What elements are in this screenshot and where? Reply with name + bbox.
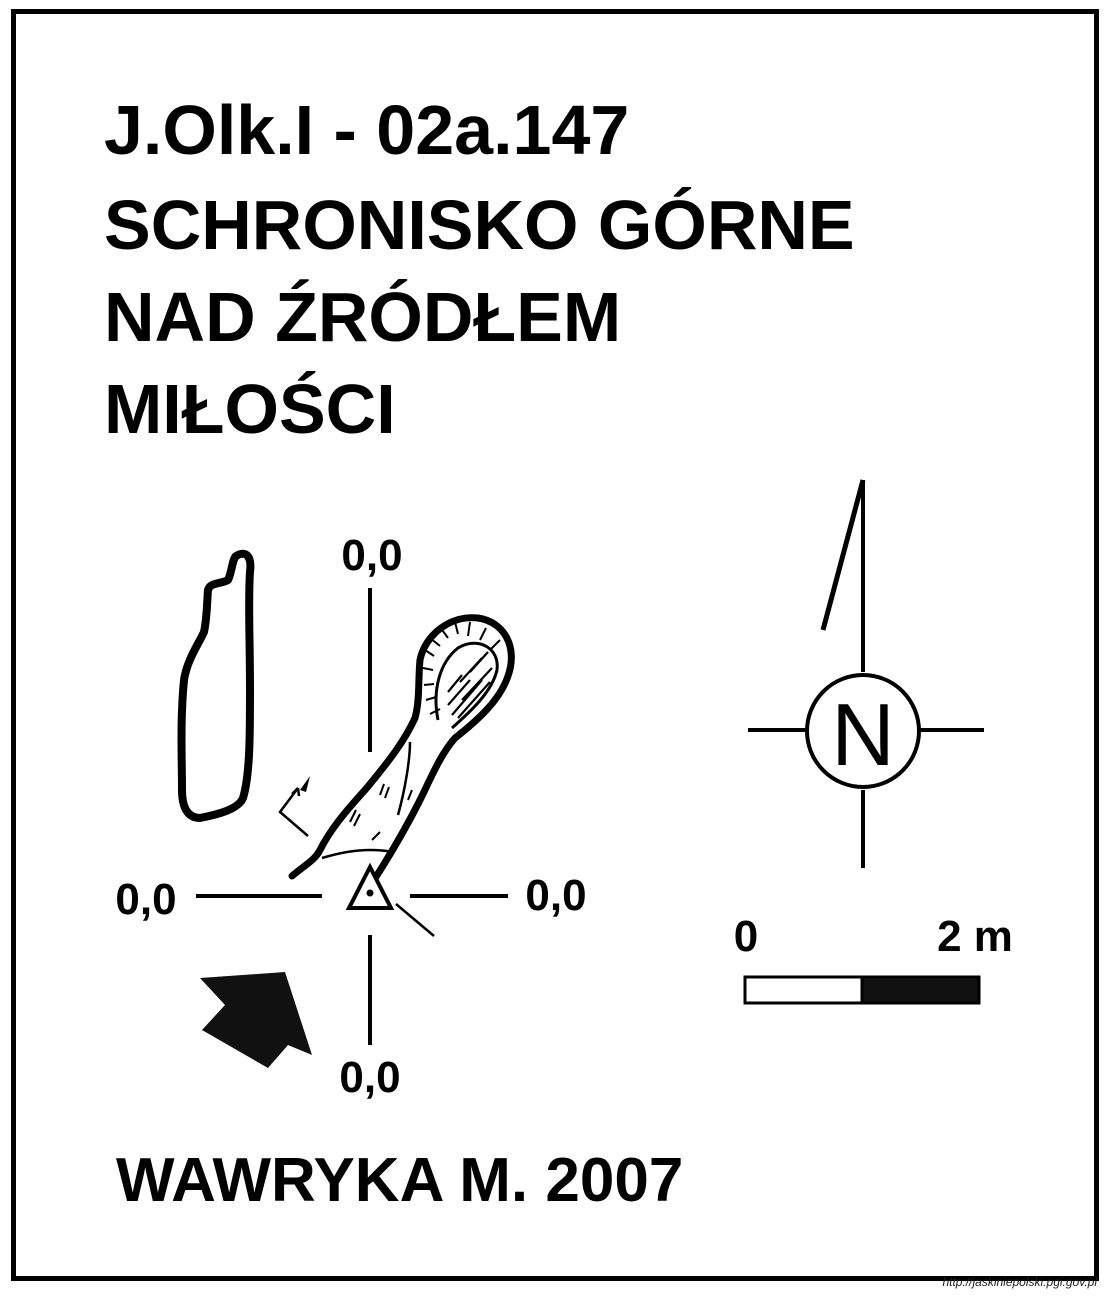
- cave-name-line-1: SCHRONISKO GÓRNE: [104, 186, 855, 264]
- cave-code: J.Olk.I - 02a.147: [104, 91, 630, 169]
- level-label-right: 0,0: [525, 871, 586, 920]
- level-label-bottom: 0,0: [339, 1053, 400, 1102]
- cave-name-line-3: MIŁOŚCI: [104, 370, 396, 448]
- datum-triangle-icon: [345, 862, 395, 910]
- map-frame: [11, 9, 1099, 1281]
- entrance-arrow-icon: [200, 972, 312, 1068]
- level-label-top: 0,0: [341, 531, 402, 580]
- north-label: N: [831, 685, 895, 784]
- section-marker: [278, 787, 309, 837]
- scale-bar: [743, 975, 981, 1005]
- section-arrowhead-tip: [300, 776, 310, 792]
- section-marker-arrowhead: [291, 787, 301, 797]
- level-label-left: 0,0: [115, 875, 176, 924]
- source-url[interactable]: http://jaskiniepolski.pgi.gov.pl: [942, 1275, 1097, 1289]
- north-arrow-icon: [748, 479, 984, 868]
- passage-marks: [349, 783, 413, 841]
- rock-outline: [177, 549, 255, 822]
- level-diagonal: [395, 903, 435, 937]
- datum-point: [366, 889, 374, 897]
- cave-outline: [288, 614, 515, 884]
- scale-label-start: 0: [734, 912, 758, 961]
- author-credit: WAWRYKA M. 2007: [116, 1146, 684, 1215]
- chamber-hatching: [447, 651, 493, 719]
- passage-floor-line: [321, 741, 412, 860]
- wall-ticks: [422, 621, 501, 715]
- cave-name-line-2: NAD ŹRÓDŁEM: [104, 278, 622, 356]
- chamber-inner-outline: [434, 641, 499, 730]
- scale-label-end: 2 m: [937, 912, 1013, 961]
